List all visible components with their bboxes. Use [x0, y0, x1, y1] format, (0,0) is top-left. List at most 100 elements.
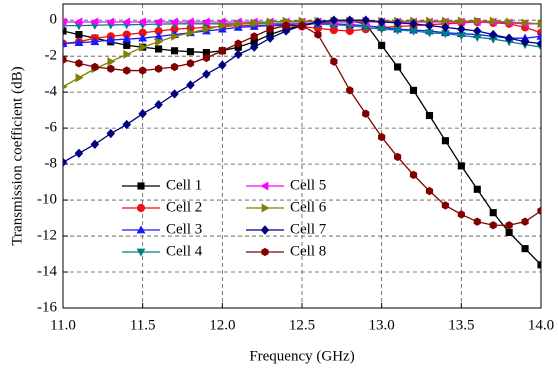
legend-marker — [137, 182, 145, 190]
data-point — [521, 18, 530, 28]
legend-label: Cell 6 — [290, 199, 327, 215]
legend-label: Cell 2 — [166, 199, 202, 215]
legend-marker — [261, 203, 270, 213]
data-point — [441, 137, 449, 145]
data-point — [170, 62, 179, 72]
data-point — [155, 45, 163, 53]
data-point — [202, 69, 211, 79]
data-point — [218, 60, 227, 70]
data-point — [171, 31, 180, 41]
data-point — [537, 19, 541, 29]
data-point — [234, 39, 242, 48]
data-point — [473, 217, 481, 226]
data-point — [425, 186, 434, 196]
data-point — [520, 37, 530, 47]
data-point — [123, 41, 131, 49]
data-point — [346, 86, 354, 95]
data-point — [409, 19, 418, 29]
y-tick-label: -6 — [45, 120, 58, 136]
data-point — [75, 31, 83, 39]
data-point — [457, 162, 465, 170]
data-point — [489, 209, 497, 217]
data-point — [123, 66, 131, 75]
data-point — [378, 132, 386, 142]
data-point — [298, 21, 306, 30]
data-point — [314, 30, 322, 39]
data-point — [186, 80, 195, 90]
data-point — [266, 25, 274, 34]
legend-marker — [136, 203, 146, 213]
x-tick-label: 13.0 — [369, 317, 395, 333]
data-point — [489, 16, 498, 26]
data-point — [63, 84, 68, 90]
data-point — [425, 20, 434, 31]
data-point — [91, 62, 99, 72]
data-point — [521, 245, 529, 253]
data-point — [362, 109, 370, 118]
data-point — [536, 31, 541, 40]
data-point — [186, 48, 195, 56]
data-point — [250, 32, 258, 41]
x-tick-label: 12.5 — [289, 317, 315, 333]
data-point — [202, 53, 211, 63]
data-point — [266, 17, 275, 27]
data-point — [75, 73, 84, 83]
legend-label: Cell 3 — [166, 221, 202, 237]
data-point — [505, 17, 514, 27]
y-tick-label: -8 — [45, 156, 58, 172]
data-point — [457, 24, 466, 34]
data-point — [537, 206, 541, 216]
data-point — [90, 139, 100, 150]
data-point — [345, 15, 355, 25]
data-point — [63, 55, 67, 64]
data-point — [234, 19, 243, 29]
plot-frame — [62, 3, 542, 309]
data-point — [106, 17, 115, 27]
y-tick-label: -12 — [37, 227, 57, 243]
y-tick-label: -14 — [37, 263, 57, 279]
legend-label: Cell 7 — [290, 221, 327, 237]
data-point — [361, 15, 371, 25]
x-tick-label: 14.0 — [528, 317, 554, 333]
data-point — [457, 210, 465, 219]
data-point — [504, 33, 514, 43]
data-point — [154, 100, 163, 110]
data-point — [63, 38, 68, 47]
y-tick-label: 0 — [50, 12, 58, 28]
data-point — [393, 152, 402, 162]
data-point — [74, 38, 84, 47]
data-point — [122, 17, 131, 27]
data-point — [377, 17, 386, 27]
data-point — [233, 49, 243, 60]
data-point — [473, 16, 482, 26]
legend: Cell 1 Cell 2 Cell 3 Cell 4 Cell 5 Cell 6 Cell… — [122, 177, 327, 259]
y-tick-label: -4 — [45, 84, 58, 100]
data-point — [393, 18, 402, 28]
x-tick-label: 13.5 — [448, 317, 474, 333]
data-point — [186, 59, 195, 68]
data-point — [75, 59, 83, 68]
data-point — [138, 109, 147, 119]
legend-marker — [136, 225, 146, 234]
data-point — [170, 89, 179, 99]
data-point — [265, 33, 275, 43]
data-point — [489, 221, 497, 230]
data-point — [218, 21, 227, 31]
data-point — [187, 28, 196, 38]
data-point — [537, 261, 541, 269]
data-point — [138, 33, 148, 42]
data-point — [74, 148, 84, 159]
data-point — [505, 228, 513, 237]
data-point — [425, 111, 434, 120]
data-point — [170, 47, 179, 55]
y-tick-label: -16 — [37, 299, 57, 315]
data-point — [378, 41, 386, 49]
data-point — [329, 15, 339, 25]
data-point — [488, 29, 498, 40]
data-point — [63, 157, 68, 168]
data-point — [122, 34, 132, 43]
data-point — [169, 17, 178, 27]
data-point — [107, 57, 116, 67]
legend-marker — [261, 247, 269, 257]
